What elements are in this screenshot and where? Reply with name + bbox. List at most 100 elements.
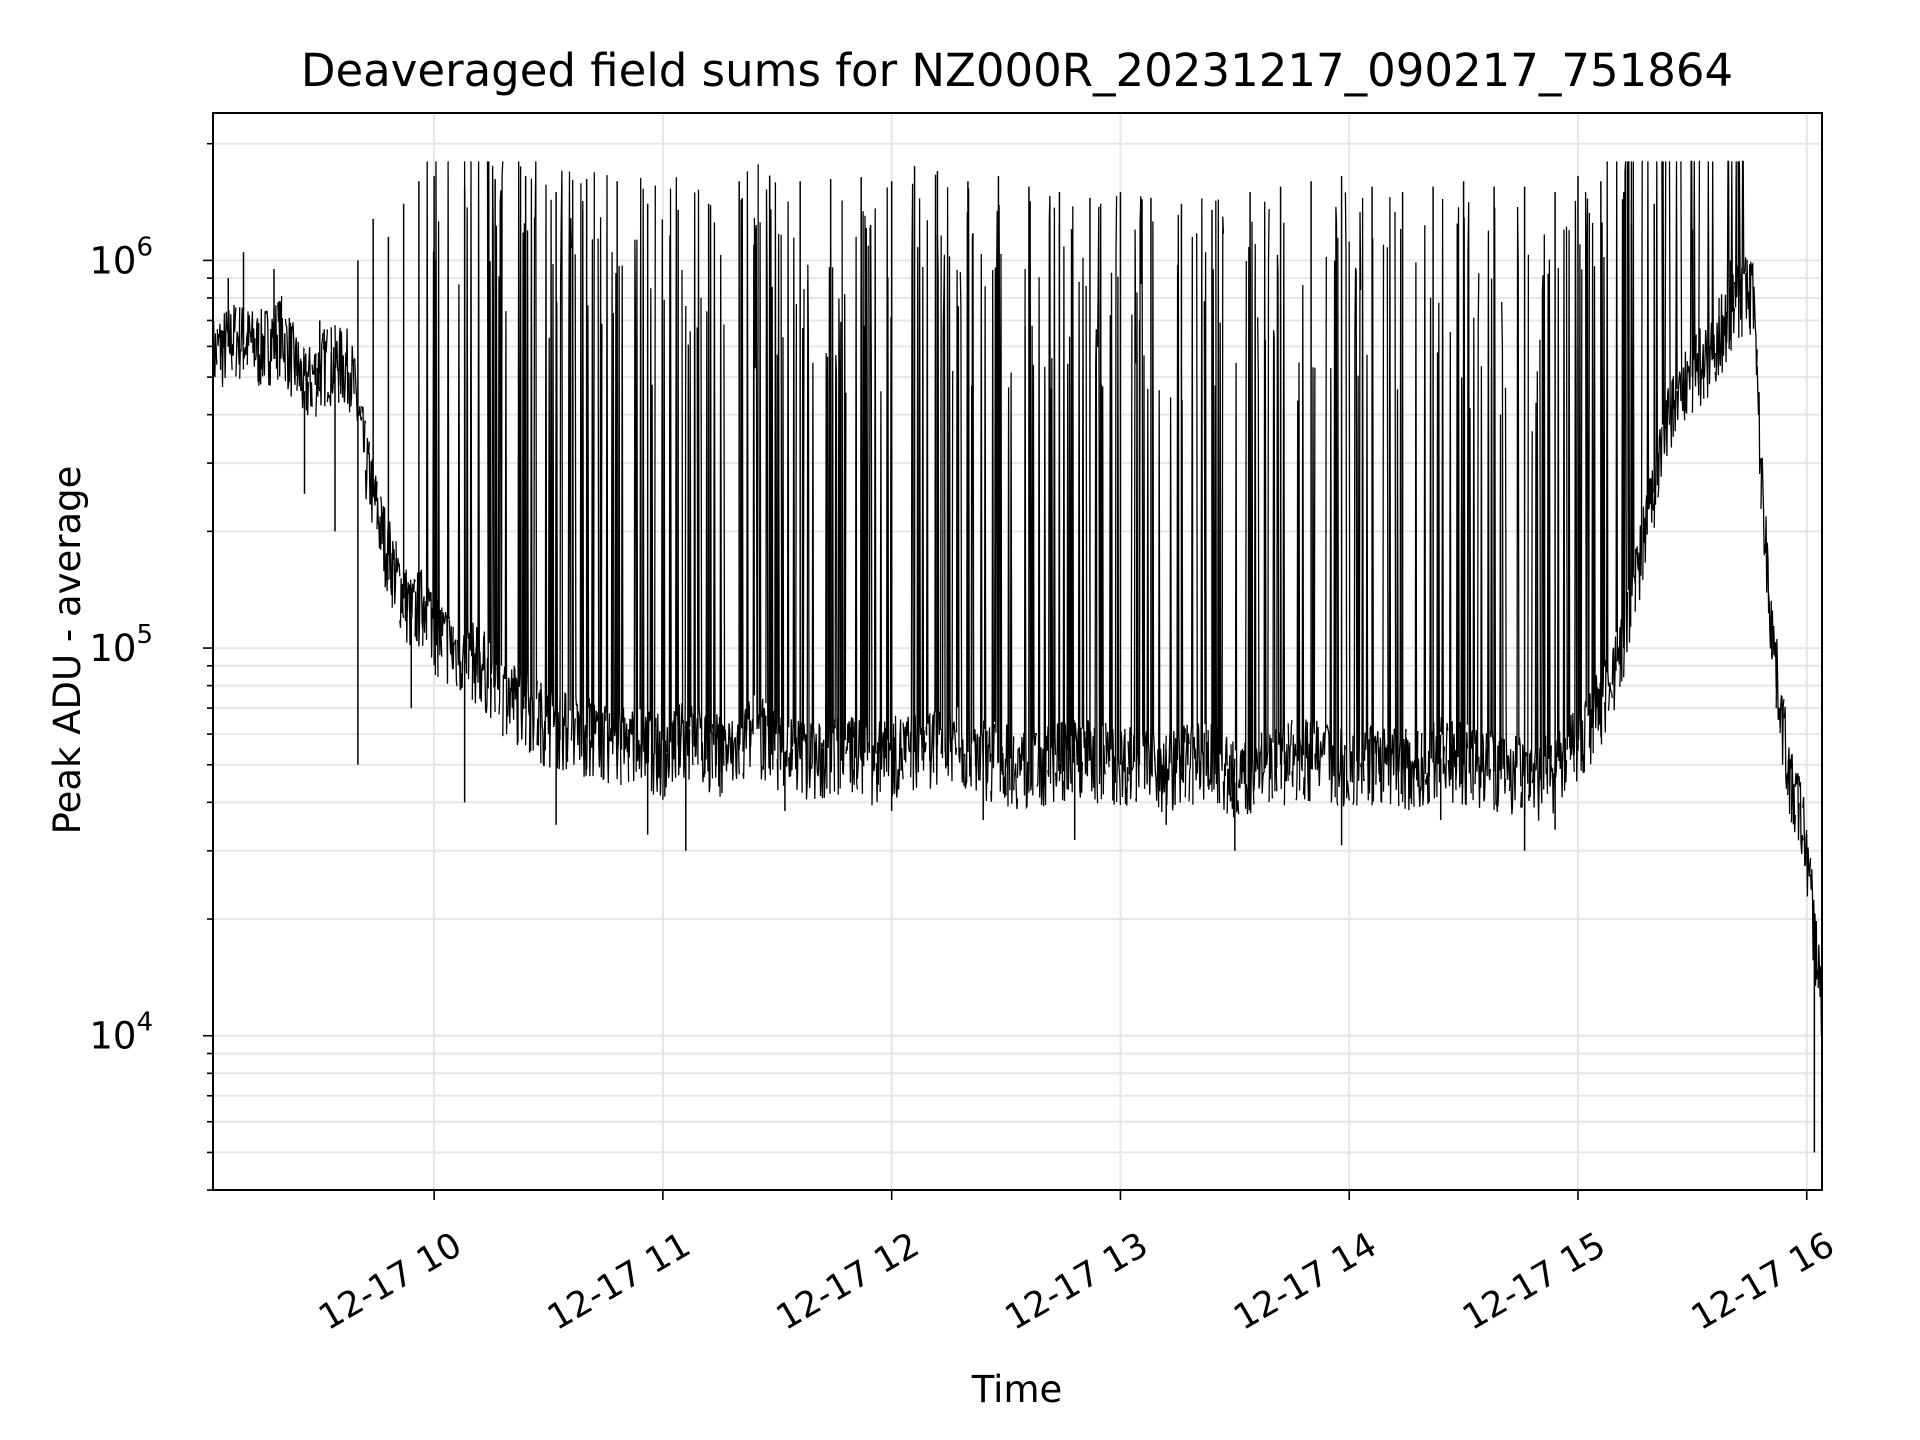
series-segment <box>1539 275 1545 804</box>
series-segment <box>822 352 828 798</box>
series-segment <box>1421 225 1427 806</box>
chart-title: Deaveraged field sums for NZ000R_2023121… <box>301 44 1733 97</box>
series-segment <box>498 161 504 715</box>
series-segment <box>1676 371 1682 420</box>
series-segment <box>292 324 298 385</box>
series-segment <box>1241 260 1247 809</box>
series-segment <box>1070 206 1076 793</box>
series-segment <box>1665 388 1671 457</box>
series-segment <box>1680 161 1686 421</box>
series-segment <box>1798 776 1804 854</box>
series-segment <box>1482 733 1488 802</box>
series-segment <box>1718 294 1724 373</box>
series-segment <box>1131 229 1137 771</box>
series-segment <box>757 222 763 780</box>
series-segment <box>1215 199 1221 804</box>
series-segment <box>1268 734 1274 803</box>
plot-frame <box>212 112 1823 1191</box>
y-tick-label: 104 <box>89 1008 153 1058</box>
series-segment <box>1634 546 1640 612</box>
series-segment <box>1360 197 1366 794</box>
series-segment <box>1333 206 1339 806</box>
series-segment <box>898 719 904 780</box>
series-segment <box>1058 721 1064 801</box>
series-segment <box>1386 197 1392 805</box>
series-segment <box>261 311 267 377</box>
series-segment <box>1161 735 1167 795</box>
series-segment <box>1321 256 1327 756</box>
series-segment <box>749 244 756 747</box>
series-segment <box>536 689 542 764</box>
series-segment <box>448 619 454 670</box>
series-segment <box>216 323 222 370</box>
series-segment <box>1695 160 1701 396</box>
series-segment <box>1485 230 1491 781</box>
series-segment <box>849 716 855 793</box>
series-segment <box>1474 273 1480 785</box>
series-segment <box>1478 366 1484 808</box>
series-segment <box>1516 206 1522 787</box>
series-segment <box>479 636 485 702</box>
series-segment <box>1604 161 1610 733</box>
series-segment <box>788 719 794 778</box>
series-segment <box>1192 736 1198 781</box>
series-segment <box>730 721 737 781</box>
series-segment <box>1016 747 1022 779</box>
series-segment <box>1115 276 1122 806</box>
series-segment <box>284 317 290 390</box>
series-segment <box>677 702 683 776</box>
series-segment <box>1737 161 1743 338</box>
series-segment <box>1443 722 1449 789</box>
series-segment <box>219 313 226 388</box>
series-segment <box>932 174 939 785</box>
series-segment <box>1264 209 1270 766</box>
series-segment <box>250 311 256 367</box>
series-segment <box>471 622 477 704</box>
series-segment <box>1447 331 1453 787</box>
series-segment <box>807 264 813 789</box>
series-segment <box>1127 314 1133 800</box>
series-segment <box>1314 720 1320 771</box>
series-segment <box>791 237 798 770</box>
series-segment <box>1581 700 1587 773</box>
series-segment <box>1775 638 1781 728</box>
series-segment <box>1790 753 1796 833</box>
series-segment <box>639 177 645 778</box>
series-segment <box>1051 207 1057 802</box>
series-segment <box>1783 706 1789 789</box>
series-segment <box>1142 355 1148 789</box>
series-segment <box>1226 755 1232 814</box>
series-segment <box>1699 328 1705 406</box>
series-segment <box>993 210 1000 764</box>
series-segment <box>1459 363 1465 805</box>
series-segment <box>437 221 443 658</box>
series-segment <box>505 677 512 728</box>
series-segment <box>1356 211 1362 806</box>
series-segment <box>669 188 675 782</box>
series-segment <box>662 299 668 800</box>
series-segment <box>258 308 264 386</box>
series-segment <box>631 239 637 782</box>
series-segment <box>566 171 573 751</box>
series-segment <box>978 253 984 781</box>
series-segment <box>1009 372 1015 804</box>
series-segment <box>540 682 546 767</box>
series-segment <box>810 362 817 799</box>
series-segment <box>608 252 614 755</box>
series-segment <box>875 721 881 803</box>
grid <box>213 113 1822 1191</box>
series-segment <box>532 161 538 740</box>
y-tick-exponent: 5 <box>136 620 153 650</box>
series-segment <box>1390 728 1396 776</box>
series-segment <box>1352 267 1358 805</box>
series-segment <box>544 184 550 752</box>
series-segment <box>1253 243 1259 791</box>
series-segment <box>509 665 515 720</box>
series-segment <box>589 172 595 777</box>
series-segment <box>1291 734 1297 788</box>
series-segment <box>1085 285 1091 777</box>
series-segment <box>486 161 492 719</box>
series-segment <box>277 295 283 377</box>
series-segment <box>1565 226 1572 750</box>
